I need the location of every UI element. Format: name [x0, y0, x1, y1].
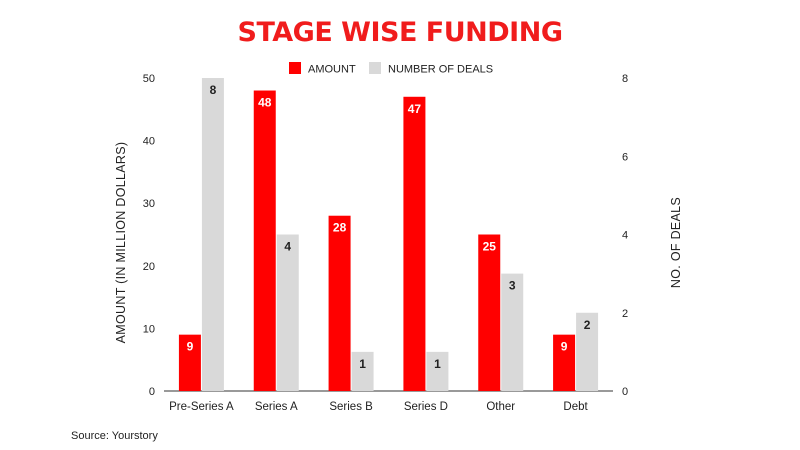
y-tick-label: 20 — [143, 261, 155, 273]
x-tick-label: Series B — [329, 401, 373, 413]
x-tick-label: Debt — [563, 401, 588, 413]
bar-amount — [478, 234, 501, 391]
x-tick-label: Other — [486, 401, 515, 413]
y2-tick-label: 0 — [622, 386, 628, 398]
data-label-amount: 25 — [483, 240, 497, 254]
y2-tick-label: 4 — [622, 230, 628, 242]
y2-tick-label: 8 — [622, 73, 628, 85]
data-label-amount: 47 — [408, 102, 422, 116]
bar-amount — [403, 96, 426, 391]
y-tick-label: 30 — [143, 198, 155, 210]
legend-swatch — [369, 62, 381, 74]
bar-amount — [328, 215, 351, 391]
bars — [178, 78, 599, 392]
source-note: Source: Yourstory — [71, 430, 158, 442]
bar-amount — [178, 334, 201, 391]
data-label-amount: 9 — [187, 340, 194, 354]
bar-amount — [253, 90, 276, 392]
data-label-deals: 8 — [210, 83, 217, 97]
bar-deals — [351, 351, 374, 391]
bar-deals — [576, 312, 599, 391]
y-tick-label: 50 — [143, 73, 155, 85]
data-label-amount: 48 — [258, 96, 272, 110]
x-tick-label: Pre-Series A — [169, 401, 234, 413]
y-tick-label: 40 — [143, 136, 155, 148]
data-label-amount: 9 — [561, 340, 568, 354]
bar-deals — [426, 351, 449, 391]
data-label-amount: 28 — [333, 221, 347, 235]
y2-tick-label: 2 — [622, 308, 628, 320]
data-label-deals: 1 — [434, 357, 441, 371]
legend-label: NUMBER OF DEALS — [388, 64, 493, 76]
chart-title: STAGE WISE FUNDING — [238, 17, 563, 48]
data-label-deals: 1 — [359, 357, 366, 371]
bar-deals — [501, 273, 524, 391]
legend-label: AMOUNT — [308, 64, 356, 76]
bar-amount — [553, 334, 576, 391]
legend-swatch — [289, 62, 301, 74]
y2-tick-label: 6 — [622, 151, 628, 163]
data-labels: 9 8 48 4 28 1 47 1 25 3 9 2 — [187, 83, 591, 371]
y-axis-title: AMOUNT (IN MILLION DOLLARS) — [114, 142, 128, 344]
data-label-deals: 3 — [509, 279, 516, 293]
bar-deals — [276, 234, 299, 391]
x-tick-label: Series A — [255, 401, 298, 413]
data-label-deals: 2 — [584, 318, 591, 332]
legend: AMOUNT NUMBER OF DEALS — [289, 62, 493, 76]
axes: 0 10 20 30 40 50 0 2 4 6 8 AMOUNT (IN MILLION DOLLA… — [114, 73, 683, 413]
y2-axis-title: NO. OF DEALS — [669, 197, 683, 288]
y-tick-label: 0 — [149, 386, 155, 398]
data-label-deals: 4 — [284, 240, 291, 254]
y-tick-label: 10 — [143, 323, 155, 335]
x-tick-label: Series D — [404, 401, 448, 413]
bar-deals — [201, 78, 224, 391]
